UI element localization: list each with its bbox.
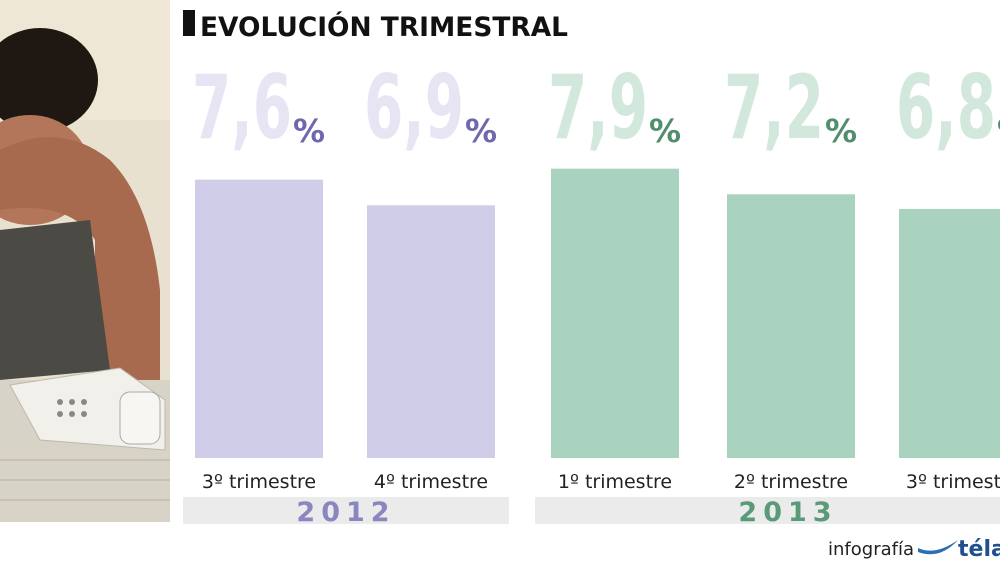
bar: [367, 205, 495, 458]
title-marker: [183, 10, 195, 36]
chart-title: EVOLUCIÓN TRIMESTRAL: [200, 11, 568, 43]
logo-swoosh: [918, 540, 958, 555]
value-unit: %: [997, 112, 1000, 150]
value-label: 6,8: [896, 56, 996, 159]
legend-entry: 2012: [296, 497, 395, 528]
x-tick-label: 3º trimestre: [906, 471, 1000, 493]
logo: télam: [958, 537, 1000, 562]
x-tick-label: 2º trimestre: [734, 471, 848, 493]
bar: [727, 194, 855, 459]
year-band: [535, 497, 1000, 524]
value-unit: %: [293, 112, 325, 150]
value-label: 6,9: [364, 56, 464, 159]
x-tick-label: 1º trimestre: [558, 471, 672, 493]
value-label: 7,9: [548, 56, 648, 159]
value-unit: %: [649, 112, 681, 150]
value-unit: %: [825, 112, 857, 150]
bar: [551, 168, 679, 458]
photo: [0, 0, 170, 522]
value-label: 7,6: [192, 56, 292, 159]
value-label: 7,2: [724, 56, 824, 159]
x-tick-label: 3º trimestre: [202, 471, 316, 493]
value-unit: %: [465, 112, 497, 150]
bar: [195, 179, 323, 458]
x-tick-label: 4º trimestre: [374, 471, 488, 493]
credit: infografía: [828, 539, 914, 560]
bar: [899, 208, 1000, 458]
legend-entry: 2013: [738, 497, 837, 528]
year-band: [183, 497, 509, 524]
